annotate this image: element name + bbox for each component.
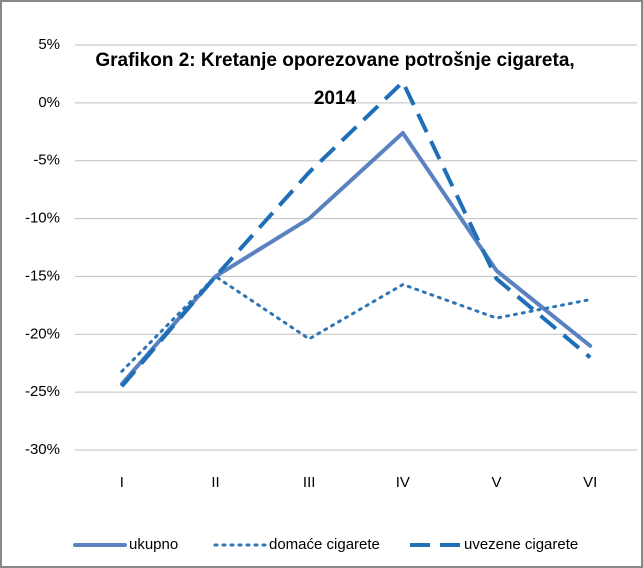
chart-title: Grafikon 2: Kretanje oporezovane potrošn… [95, 50, 575, 109]
y-tick-label: -30% [25, 441, 60, 458]
y-tick-label: -25% [25, 383, 60, 400]
x-tick-label: III [303, 474, 316, 491]
series-line [120, 80, 592, 388]
legend-label: ukupno [129, 536, 178, 553]
x-tick-label: VI [583, 474, 597, 491]
x-tick-label: IV [396, 474, 410, 491]
y-tick-label: -20% [25, 325, 60, 342]
y-tick-label: 0% [38, 94, 60, 111]
legend-label: domaće cigarete [269, 536, 380, 553]
x-tick-label: V [491, 474, 501, 491]
legend-label: uvezene cigarete [464, 536, 578, 553]
x-tick-label: I [120, 474, 124, 491]
y-tick-label: -10% [25, 210, 60, 227]
y-tick-label: -15% [25, 267, 60, 284]
x-tick-label: II [211, 474, 219, 491]
y-tick-label: -5% [33, 152, 60, 169]
y-tick-label: 5% [38, 36, 60, 53]
